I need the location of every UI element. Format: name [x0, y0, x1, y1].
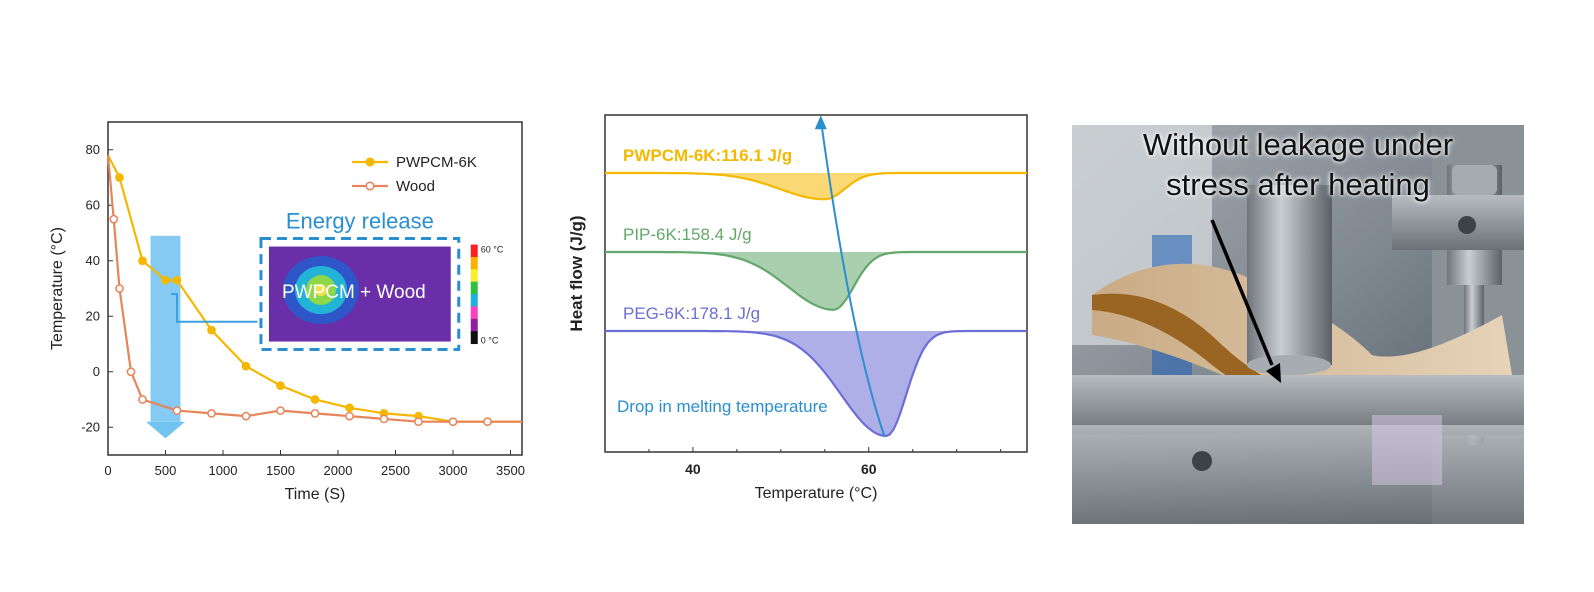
- data-point: [115, 284, 124, 293]
- x-tick-label: 2000: [324, 463, 353, 478]
- scale-swatch: [470, 294, 478, 307]
- data-point: [310, 395, 320, 404]
- legend-marker: [365, 157, 375, 167]
- x-tick-label: 3500: [496, 463, 525, 478]
- data-point: [126, 367, 136, 377]
- y-axis-label: Heat flow (J/g): [567, 215, 586, 331]
- data-point: [109, 214, 119, 224]
- y-tick-label: 40: [86, 253, 100, 268]
- y-tick-label: 60: [86, 197, 100, 212]
- thermal-inset: Energy release PWPCM + Wood 60 °C 0 °C: [259, 209, 504, 352]
- heat-spot-core: [314, 284, 327, 297]
- data-point: [207, 409, 216, 418]
- scale-max-label: 60 °C: [481, 245, 504, 255]
- cooling-curve-panel: 0 500 1000 1500 2000 2500 3000 3500 -20 0 20 40 60 80…: [40, 100, 560, 520]
- legend: PWPCM-6K Wood: [352, 154, 477, 195]
- plot-frame: [107, 121, 523, 456]
- data-point: [172, 275, 182, 285]
- legend-label-pwpcm-6k: PWPCM-6K: [396, 154, 477, 171]
- series-label-pwpcm-6k: PWPCM-6K:116.1 J/g: [623, 146, 792, 165]
- axis-ticks: 0 500 1000 1500 2000 2500 3000 3500 -20 0 20 40 60 80: [81, 142, 525, 478]
- data-point: [115, 173, 124, 182]
- x-tick-label: 60: [861, 461, 877, 477]
- inset-connector: [171, 293, 258, 323]
- data-point: [172, 406, 182, 415]
- y-tick-label: 80: [86, 142, 100, 157]
- data-point: [207, 325, 216, 335]
- series-label-pip-6k: PIP-6K:158.4 J/g: [623, 225, 752, 244]
- y-tick-label: 20: [86, 308, 100, 323]
- data-point: [483, 417, 492, 427]
- x-tick-label: 0: [104, 463, 111, 478]
- x-tick-label: 3000: [439, 463, 468, 478]
- legend-label-wood: Wood: [396, 178, 435, 195]
- y-tick-label: 0: [93, 364, 100, 379]
- inset-frame: [259, 237, 461, 352]
- data-point: [241, 411, 251, 421]
- sample-edge: [1092, 293, 1512, 418]
- series-group: PWPCM-6K:116.1 J/g PIP-6K:158.4 J/g PEG-6K…: [605, 146, 1027, 438]
- data-point: [448, 417, 458, 427]
- data-point: [379, 414, 389, 424]
- y-tick-label: -20: [81, 419, 100, 434]
- axis-ticks: 40 60: [648, 447, 1002, 477]
- x-axis-label: Time (S): [285, 486, 346, 503]
- cooling-arrow-head: [145, 421, 186, 439]
- dsc-panel: 40 60 PWPCM-6K:116.1 J/g PIP-6K:158.4 J/g P…: [560, 100, 1050, 520]
- endotherm-area-pip-6k: [605, 252, 1027, 310]
- data-point: [138, 395, 147, 404]
- x-tick-label: 1500: [266, 463, 295, 478]
- scale-swatch: [470, 269, 478, 283]
- arrow-head: [1266, 363, 1281, 383]
- arrow-head: [814, 115, 827, 130]
- arrow-shaft: [1210, 219, 1274, 366]
- photo-drawing: [1072, 125, 1524, 524]
- arrow-path: [819, 119, 886, 437]
- cooling-arrow-shaft: [150, 235, 181, 422]
- data-point: [345, 403, 354, 413]
- dsc-curve-peg-6k: [605, 329, 1027, 438]
- series-label-peg-6k: PEG-6K:178.1 J/g: [623, 304, 760, 323]
- x-tick-label: 40: [685, 461, 701, 477]
- annotation-label: Drop in melting temperature: [617, 397, 828, 416]
- x-tick-label: 2500: [381, 463, 410, 478]
- photo-caption: Without leakage under stress after heati…: [1072, 125, 1524, 205]
- y-axis-label: Temperature (°C): [49, 227, 66, 350]
- data-point: [276, 381, 285, 390]
- x-tick-label: 1000: [209, 463, 238, 478]
- series-line-wood: [106, 155, 522, 423]
- scale-swatch: [470, 244, 478, 258]
- caption-line-1: Without leakage under: [1142, 127, 1454, 162]
- plot-frame: [604, 114, 1028, 453]
- scale-swatch: [470, 281, 478, 295]
- leakage-test-photo: Without leakage under stress after heati…: [1072, 125, 1524, 524]
- cooling-arrow: [145, 235, 186, 439]
- caption-line-2: stress after heating: [1166, 167, 1430, 202]
- scale-swatch: [470, 306, 478, 320]
- endotherm-area-peg-6k: [605, 331, 1027, 436]
- scale-swatch: [470, 318, 478, 332]
- data-point: [241, 361, 251, 371]
- endotherm-area-pwpcm-6k: [605, 173, 1027, 200]
- series-group: [106, 154, 522, 427]
- scale-swatch: [470, 256, 478, 270]
- data-point: [276, 406, 285, 415]
- scale-min-label: 0 °C: [481, 336, 499, 346]
- data-point: [161, 275, 170, 285]
- data-point: [345, 411, 354, 421]
- x-tick-label: 500: [155, 463, 177, 478]
- dsc-curve-pip-6k: [605, 250, 1027, 311]
- inset-title: Energy release: [286, 209, 434, 234]
- legend-marker: [365, 181, 375, 191]
- scale-swatch: [470, 331, 478, 345]
- data-point: [138, 256, 147, 266]
- data-point: [414, 417, 423, 427]
- melting-shift-arrow: [814, 115, 886, 437]
- x-axis-label: Temperature (°C): [755, 485, 878, 502]
- cooling-curve-chart: 0 500 1000 1500 2000 2500 3000 3500 -20 0 20 40 60 80…: [49, 121, 525, 503]
- data-point: [310, 409, 320, 418]
- inset-label: PWPCM + Wood: [282, 282, 426, 303]
- dsc-curve-pwpcm-6k: [605, 171, 1027, 201]
